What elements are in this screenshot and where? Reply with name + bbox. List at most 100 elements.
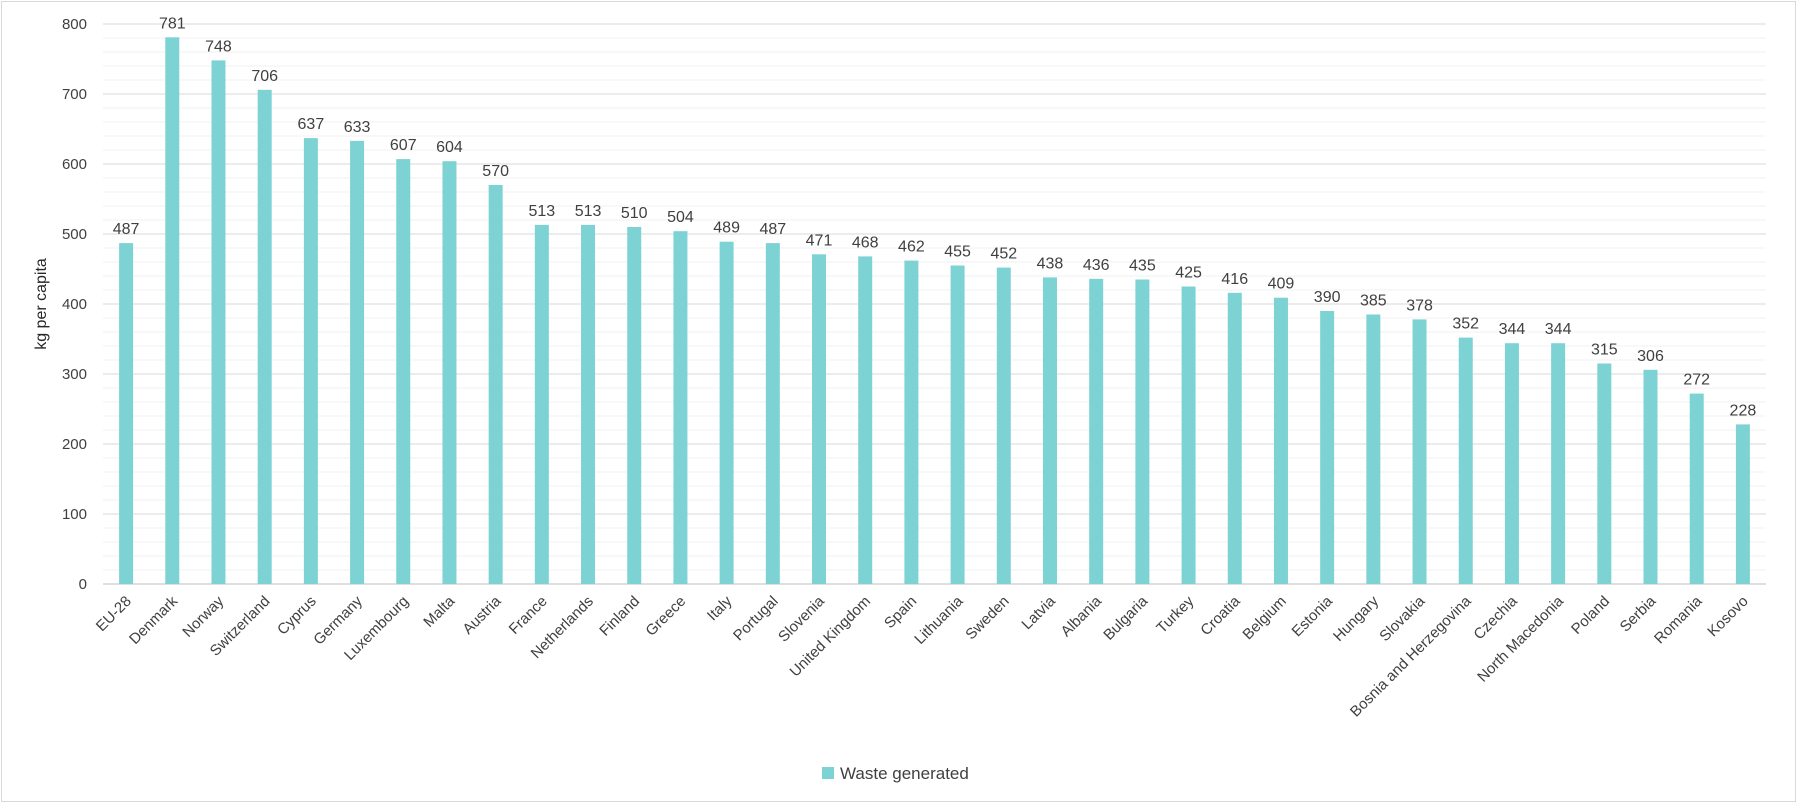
data-label: 607 [390, 137, 417, 154]
x-category-label: Latvia [1018, 592, 1059, 633]
x-category-label: Sweden [962, 593, 1012, 643]
y-tick-label: 0 [79, 576, 87, 593]
legend-swatch [822, 767, 834, 779]
minor-gridlines [103, 37, 1766, 571]
bar [1504, 343, 1519, 584]
bar [765, 243, 780, 584]
bar [996, 267, 1011, 584]
data-label: 513 [528, 203, 555, 220]
x-category-label: Denmark [126, 592, 181, 647]
data-label: 487 [759, 221, 786, 238]
bar [1042, 277, 1057, 584]
x-category-label: Lithuania [911, 592, 967, 648]
data-label: 510 [621, 205, 648, 222]
bar [442, 161, 457, 584]
y-tick-label: 800 [62, 16, 87, 33]
x-category-label: Serbia [1617, 592, 1660, 635]
data-label: 315 [1591, 342, 1618, 359]
bar [534, 224, 549, 584]
bar [1366, 314, 1381, 584]
bar [1735, 424, 1750, 584]
data-label: 378 [1406, 297, 1433, 314]
x-category-label: Malta [420, 592, 458, 630]
legend: Waste generated [822, 764, 969, 783]
data-label: 385 [1360, 293, 1387, 310]
bar [396, 159, 411, 584]
data-label: 438 [1037, 255, 1064, 272]
bar [627, 227, 642, 584]
data-label: 306 [1637, 348, 1664, 365]
y-tick-label: 500 [62, 226, 87, 243]
x-category-label: Cyprus [274, 593, 320, 639]
bar [303, 138, 318, 584]
data-label: 409 [1268, 276, 1295, 293]
data-label: 452 [990, 246, 1017, 263]
data-label: 390 [1314, 289, 1341, 306]
bar [1551, 343, 1566, 584]
x-category-label: France [506, 593, 551, 638]
data-label: 272 [1683, 372, 1710, 389]
bar [1643, 369, 1658, 584]
data-label: 468 [852, 234, 879, 251]
data-labels: 487 781 748 706 637 633 607 604 570 513 513 510 504 4… [113, 15, 1757, 419]
data-label: 471 [806, 232, 833, 249]
bar [673, 231, 688, 584]
data-label: 228 [1730, 402, 1757, 419]
bar [350, 140, 365, 584]
bar [904, 260, 919, 584]
data-label: 435 [1129, 258, 1156, 275]
legend-label: Waste generated [840, 764, 969, 783]
x-category-label: Albania [1058, 592, 1106, 640]
bar [1273, 297, 1288, 584]
bar [119, 243, 134, 584]
x-category-label: Belgium [1239, 593, 1289, 643]
x-category-label: North Macedonia [1474, 592, 1567, 685]
data-label: 706 [251, 68, 278, 85]
x-category-label: Turkey [1153, 592, 1197, 636]
data-label: 570 [482, 163, 509, 180]
bar [1689, 393, 1704, 584]
major-gridlines [103, 23, 1766, 585]
data-label: 748 [205, 38, 232, 55]
data-label: 487 [113, 221, 140, 238]
y-axis-title: kg per capita [33, 258, 50, 350]
data-label: 604 [436, 139, 463, 156]
y-tick-label: 700 [62, 86, 87, 103]
bar [1320, 311, 1335, 584]
bar [812, 254, 827, 585]
bar [165, 37, 180, 585]
bar [257, 89, 272, 585]
data-label: 637 [298, 116, 325, 133]
bar [858, 256, 873, 584]
bar [1412, 319, 1427, 584]
x-category-label: Poland [1568, 593, 1613, 638]
bar [488, 185, 503, 584]
x-category-label: Portugal [730, 593, 782, 645]
x-category-label: Italy [704, 592, 736, 624]
x-category-label: Austria [459, 592, 504, 637]
data-label: 344 [1545, 321, 1572, 338]
y-tick-label: 100 [62, 506, 87, 523]
x-category-label: Spain [881, 593, 920, 632]
bar [1227, 292, 1242, 584]
y-tick-label: 300 [62, 366, 87, 383]
bar [211, 60, 226, 584]
data-label: 416 [1221, 271, 1248, 288]
bar [1181, 286, 1196, 584]
y-tick-label: 200 [62, 436, 87, 453]
y-axis-tick-labels: 0 100 200 300 400 500 600 700 800 [62, 16, 87, 593]
data-label: 633 [344, 119, 371, 136]
x-category-label: United Kingdom [787, 593, 874, 680]
data-label: 425 [1175, 265, 1202, 282]
bar [1597, 363, 1612, 584]
bar [1458, 337, 1473, 584]
x-category-label: EU-28 [93, 593, 135, 635]
x-category-label: Croatia [1197, 592, 1244, 639]
y-tick-label: 400 [62, 296, 87, 313]
data-label: 455 [944, 244, 971, 261]
x-category-label: Kosovo [1704, 593, 1751, 640]
data-label: 462 [898, 239, 925, 256]
bar [719, 241, 734, 584]
